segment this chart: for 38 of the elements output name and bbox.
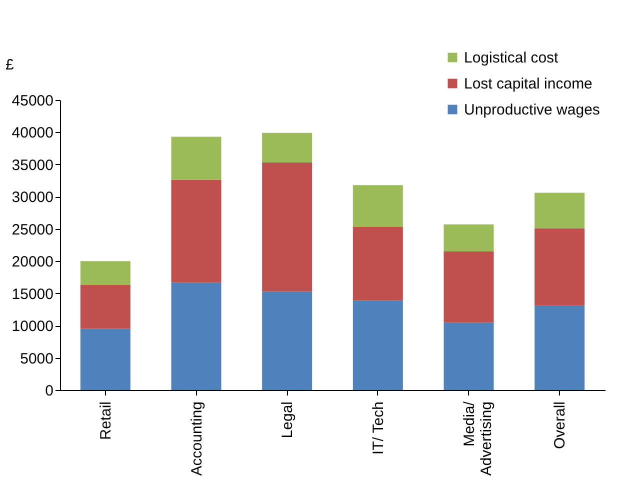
- y-tick-label: 40000: [12, 124, 54, 142]
- y-tick-label: 35000: [12, 156, 54, 174]
- bar: [352, 185, 403, 227]
- bar: [444, 251, 494, 322]
- y-tick-label: 20000: [12, 254, 54, 271]
- bar: [80, 328, 130, 390]
- legend-label: Unproductive wages: [464, 102, 600, 118]
- bar: [534, 306, 585, 390]
- legend-label: Lost capital income: [464, 76, 592, 92]
- y-tick-label: 0: [45, 382, 54, 400]
- y-tick-label: 25000: [12, 221, 54, 238]
- y-tick-label: 15000: [12, 286, 54, 303]
- legend-label: Logistical cost: [464, 50, 560, 66]
- bar: [171, 180, 222, 282]
- bar: [444, 322, 494, 390]
- bar: [262, 291, 312, 390]
- y-tick-label: 30000: [12, 189, 54, 206]
- bar: [444, 224, 494, 252]
- bar: [171, 282, 222, 390]
- bar: [262, 132, 312, 163]
- x-tick-label: Overall: [552, 402, 569, 450]
- bar: [171, 136, 222, 180]
- bar: [352, 300, 403, 390]
- y-tick-label: 45000: [12, 92, 54, 110]
- bar: [534, 228, 585, 306]
- x-tick-label: Retail: [97, 402, 114, 440]
- bar: [534, 192, 585, 228]
- bar: [262, 162, 312, 292]
- x-tick-label: Media/ Advertising: [460, 400, 495, 476]
- bar: [80, 261, 130, 285]
- bar: [80, 284, 130, 329]
- y-tick-label: 5000: [20, 350, 54, 368]
- bar: [352, 226, 403, 300]
- x-tick-label: Legal: [279, 402, 296, 438]
- x-tick-label: IT/ Tech: [370, 402, 387, 455]
- y-tick-label: 10000: [12, 318, 54, 336]
- y-axis-title: £: [6, 56, 14, 74]
- x-tick-label: Accounting: [188, 402, 206, 476]
